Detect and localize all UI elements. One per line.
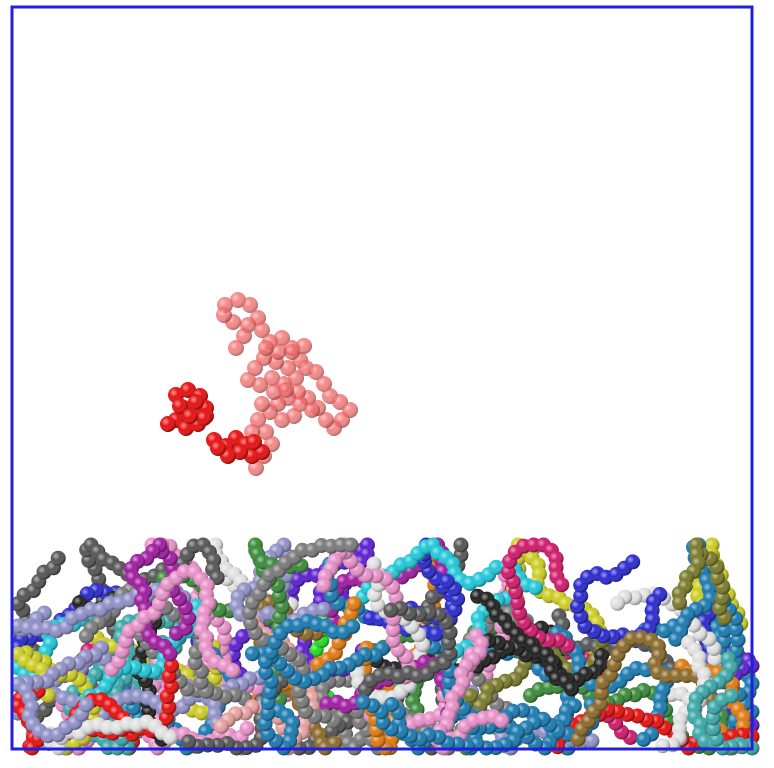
bead — [714, 590, 730, 606]
bead — [160, 416, 176, 432]
bead — [78, 697, 94, 713]
bead — [181, 734, 197, 750]
bead — [162, 646, 178, 662]
bead — [258, 340, 274, 356]
bead — [636, 731, 652, 747]
bead — [244, 646, 260, 662]
bead — [72, 595, 88, 611]
bead — [50, 550, 66, 566]
bead — [724, 688, 740, 704]
bead — [554, 577, 570, 593]
bead — [707, 651, 723, 667]
polymer-film — [10, 537, 760, 756]
bead — [672, 595, 688, 611]
bead — [278, 382, 294, 398]
bead — [625, 554, 641, 570]
bead — [286, 408, 302, 424]
bead — [383, 602, 399, 618]
bead — [463, 688, 479, 704]
bead — [564, 681, 579, 697]
bead — [345, 619, 361, 634]
bead — [316, 601, 332, 617]
bead — [610, 595, 626, 611]
bead — [210, 440, 226, 456]
bead — [439, 573, 455, 589]
bead — [188, 394, 204, 410]
bead — [453, 537, 469, 553]
bead — [346, 596, 362, 612]
bead — [239, 721, 255, 736]
bead — [668, 631, 684, 647]
bead — [528, 580, 543, 596]
bead — [78, 628, 94, 644]
bead — [163, 730, 178, 745]
bead — [316, 577, 332, 593]
bead — [209, 570, 225, 586]
bead — [213, 719, 229, 734]
bead — [228, 340, 244, 356]
bead — [216, 307, 232, 323]
bead — [246, 434, 262, 450]
bead — [343, 537, 359, 553]
bead — [296, 338, 312, 354]
bead — [355, 694, 371, 710]
bead — [494, 713, 510, 729]
bead — [225, 663, 241, 679]
bead — [728, 621, 744, 637]
bead — [584, 733, 600, 749]
bead — [254, 396, 270, 412]
bead — [196, 410, 212, 426]
bead — [304, 402, 320, 418]
bead — [182, 408, 198, 424]
free-polymer-chain — [160, 292, 358, 476]
bead — [217, 631, 233, 647]
bead — [716, 633, 732, 649]
bead — [709, 570, 725, 586]
bead — [655, 738, 671, 754]
